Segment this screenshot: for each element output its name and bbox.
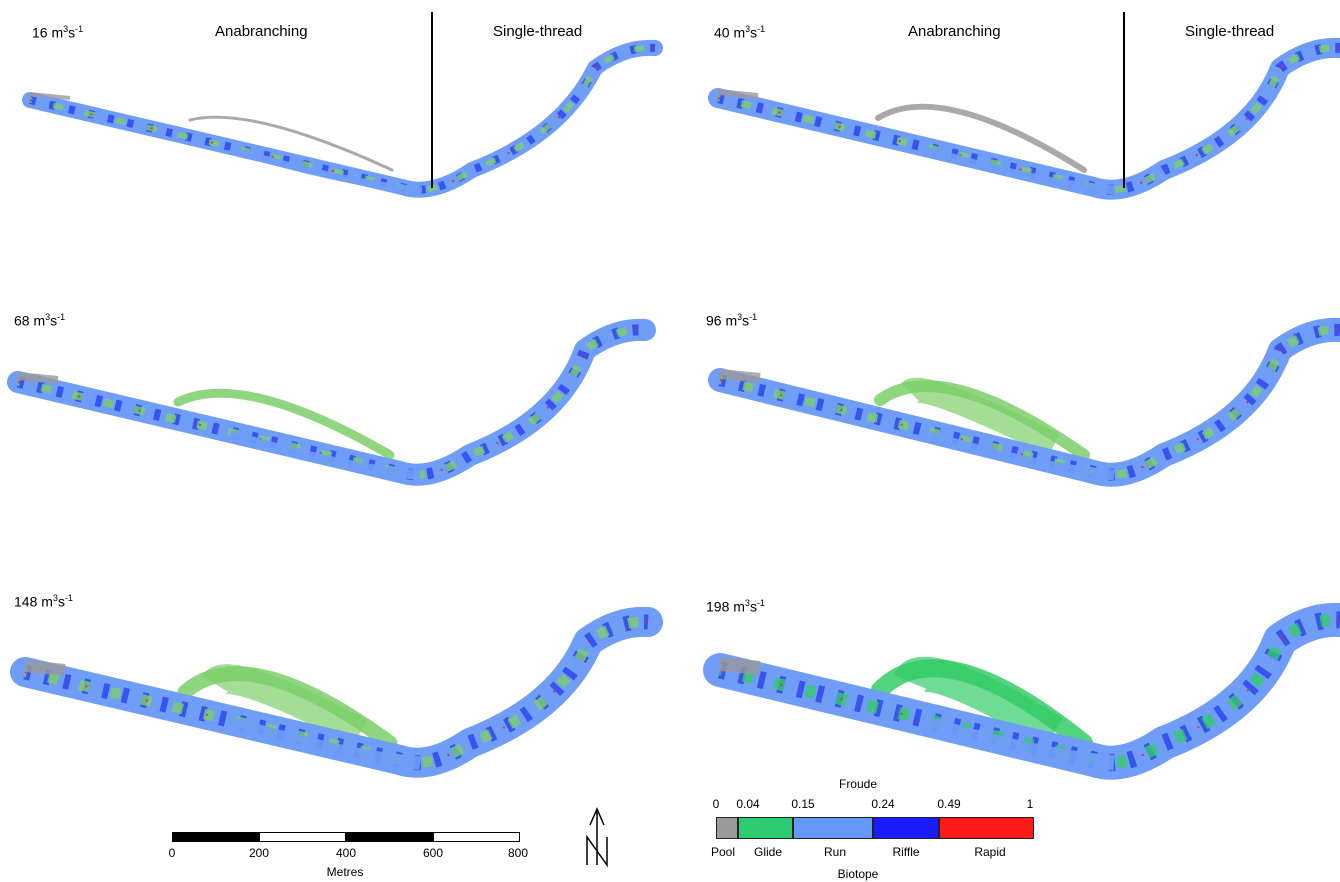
legend-threshold: 0.15 xyxy=(791,797,815,811)
pool-fringe xyxy=(17,372,59,384)
flow-label: 96 m3s-1 xyxy=(706,312,758,329)
glide-patches xyxy=(717,44,1340,194)
region-label-single-thread: Single-thread xyxy=(493,23,583,40)
anabranch-channel xyxy=(922,429,1115,481)
pool-fringe xyxy=(24,660,66,676)
map-panel-40: 40 m3s-1 Anabranching Single-thread xyxy=(670,0,1340,294)
legend-category: Glide xyxy=(753,845,783,859)
glide-patches xyxy=(29,45,656,193)
legend-axis-label: Biotope xyxy=(837,867,879,881)
anabranch-channel xyxy=(228,716,421,770)
legend-swatch-glide xyxy=(738,817,793,839)
flow-label: 198 m3s-1 xyxy=(706,598,765,615)
region-divider xyxy=(431,12,433,188)
anabranch-channel xyxy=(230,146,423,194)
anabranch-channel xyxy=(921,715,1115,771)
biotope-legend: Froude 0 0.04 0.15 0.24 0.49 1 Pool Glid… xyxy=(705,775,1045,881)
secondary-channel xyxy=(188,115,394,172)
scale-bar: 0 200 400 600 800 Metres xyxy=(168,830,528,880)
legend-category: Rapid xyxy=(974,845,1006,859)
legend-swatch-run xyxy=(793,817,873,839)
scale-segment xyxy=(433,832,520,842)
scale-tick: 0 xyxy=(168,846,176,860)
main-channel xyxy=(22,39,663,198)
pool-fringe xyxy=(717,89,759,99)
pool-fringe xyxy=(719,369,761,383)
secondary-channel xyxy=(875,103,1087,173)
legend-category: Run xyxy=(823,845,847,859)
legend-threshold: 0 xyxy=(712,797,720,811)
map-panel-148: 148 m3s-1 xyxy=(0,588,670,882)
pool-fringe xyxy=(719,657,761,675)
glide-patches xyxy=(718,325,1340,479)
riffle-patches xyxy=(16,324,646,481)
legend-swatch-rapid xyxy=(939,817,1034,839)
map-panel-96: 96 m3s-1 xyxy=(670,294,1340,588)
river-map xyxy=(10,606,663,778)
region-label-anabranching: Anabranching xyxy=(215,23,308,40)
anabranch-channel xyxy=(922,145,1115,195)
glide-patches xyxy=(718,613,1340,769)
map-panel-68: 68 m3s-1 xyxy=(0,294,670,588)
scale-tick: 800 xyxy=(507,846,529,860)
floodplain-flow xyxy=(893,656,1064,748)
legend-swatch-pool xyxy=(716,817,738,839)
river-map xyxy=(7,318,656,486)
legend-swatch-riffle xyxy=(873,817,939,839)
legend-threshold: 0.04 xyxy=(736,797,760,811)
scale-unit: Metres xyxy=(326,865,364,879)
map-panel-198: 198 m3s-1 xyxy=(670,588,1340,882)
flow-label: 68 m3s-1 xyxy=(14,312,66,329)
scale-tick: 200 xyxy=(248,846,270,860)
flow-label: 40 m3s-1 xyxy=(714,24,766,41)
glide-patches xyxy=(23,616,649,768)
pool-fringe xyxy=(29,92,71,100)
secondary-channel xyxy=(173,388,395,460)
north-arrow-icon xyxy=(575,805,625,870)
region-label-anabranching: Anabranching xyxy=(908,23,1001,40)
legend-threshold: 0.49 xyxy=(937,797,961,811)
river-map xyxy=(703,602,1340,780)
scale-segment xyxy=(259,832,346,842)
legend-threshold: 0.24 xyxy=(871,797,895,811)
map-panel-16: 16 m3s-1 Anabranching Single-thread xyxy=(0,0,670,294)
floodplain-flow xyxy=(202,664,368,747)
legend-category: Riffle xyxy=(892,845,920,859)
scale-segment xyxy=(346,832,433,842)
legend-title: Froude xyxy=(838,777,878,791)
river-map xyxy=(22,39,663,198)
scale-segment xyxy=(172,832,259,842)
flow-label: 16 m3s-1 xyxy=(32,24,84,41)
floodplain-flow xyxy=(901,377,1060,457)
scale-tick: 600 xyxy=(422,846,444,860)
legend-threshold: 1 xyxy=(1026,797,1034,811)
legend-category: Pool xyxy=(710,845,736,859)
region-divider xyxy=(1123,12,1125,188)
region-label-single-thread: Single-thread xyxy=(1185,23,1275,40)
flow-label: 148 m3s-1 xyxy=(14,593,73,610)
anabranch-channel xyxy=(228,430,421,480)
river-map xyxy=(708,317,1340,487)
river-map xyxy=(708,37,1340,200)
scale-tick: 400 xyxy=(335,846,357,860)
